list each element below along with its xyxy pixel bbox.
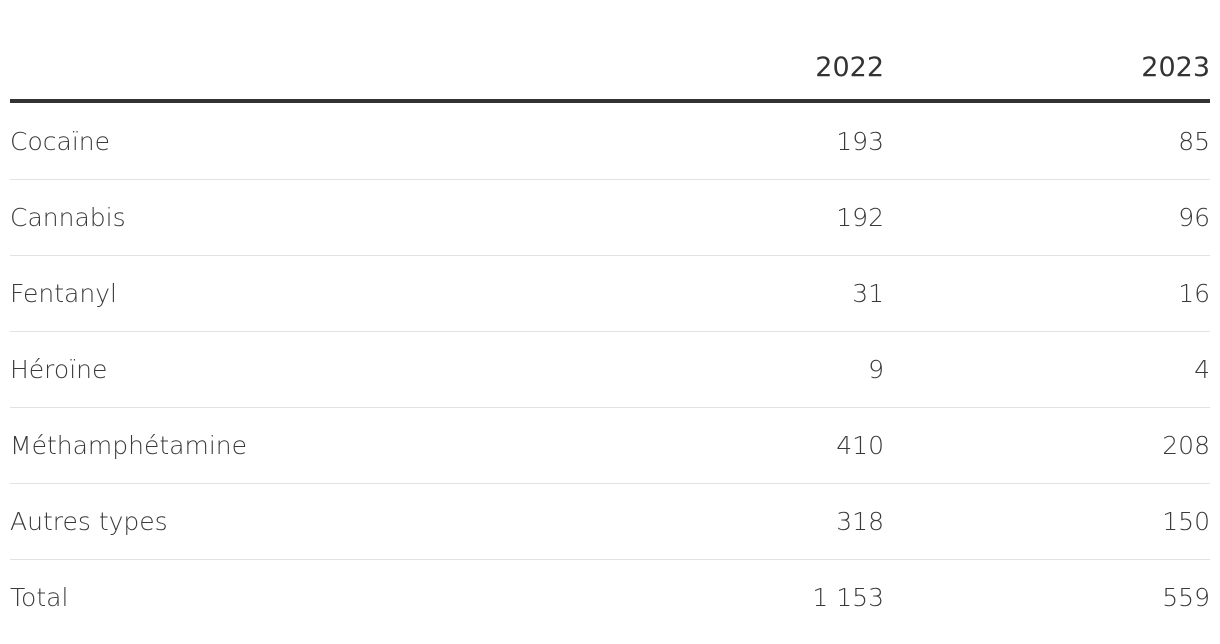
column-header: 2022: [815, 52, 884, 83]
cell-value: 192: [836, 203, 884, 232]
cell-value: 559: [1162, 583, 1210, 612]
cell-value: 96: [1178, 203, 1210, 232]
row-label: Total: [10, 583, 69, 612]
row-label: Héroïne: [10, 355, 108, 384]
cell-value: 150: [1162, 507, 1210, 536]
row-label: Autres types: [10, 507, 168, 536]
row-label: Cocaïne: [10, 127, 110, 156]
cell-value: 4: [1194, 355, 1210, 384]
cell-value: 410: [836, 431, 884, 460]
row-divider: [10, 331, 1210, 332]
cell-value: 1 153: [812, 583, 884, 612]
cell-value: 85: [1178, 127, 1210, 156]
cell-value: 193: [836, 127, 884, 156]
cell-value: 16: [1178, 279, 1210, 308]
row-label: Méthamphétamine: [10, 431, 248, 460]
column-header: 2023: [1141, 52, 1210, 83]
cell-value: 31: [852, 279, 884, 308]
row-divider: [10, 559, 1210, 560]
row-label: Fentanyl: [10, 279, 117, 308]
cell-value: 318: [836, 507, 884, 536]
cell-value: 208: [1162, 431, 1210, 460]
header-rule: [10, 99, 1210, 103]
row-divider: [10, 483, 1210, 484]
row-divider: [10, 179, 1210, 180]
cell-value: 9: [868, 355, 884, 384]
row-divider: [10, 407, 1210, 408]
row-label: Cannabis: [10, 203, 126, 232]
row-divider: [10, 255, 1210, 256]
